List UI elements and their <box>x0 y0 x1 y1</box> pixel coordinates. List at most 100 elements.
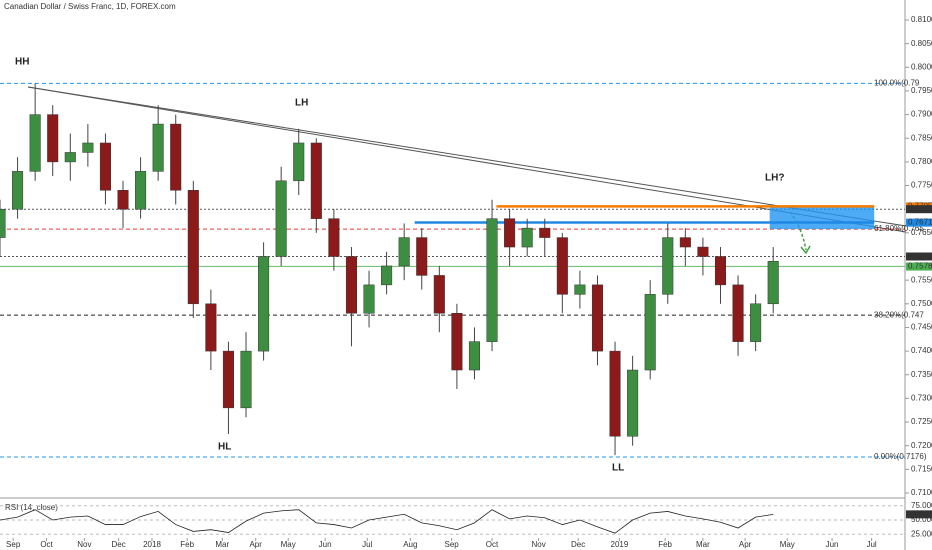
candle-body <box>258 256 270 352</box>
y-tick-label: 0.77500 <box>911 181 932 190</box>
x-tick-label: 2019 <box>611 540 629 549</box>
level-label: 61.80%(0.765 <box>874 224 924 233</box>
level-label: 0.00%(0.7176) <box>874 452 927 461</box>
candle-body <box>398 237 410 267</box>
price-tag <box>906 252 932 261</box>
candle-body <box>732 284 744 342</box>
y-tick-label: 0.71000 <box>911 488 932 497</box>
trendline <box>27 86 907 227</box>
candle-body <box>504 218 516 248</box>
candle-body <box>152 123 164 172</box>
candle-body <box>99 142 111 191</box>
candle-body <box>293 142 305 182</box>
candle-body <box>328 218 340 257</box>
candle-body <box>240 350 252 409</box>
y-tick-label: 0.72000 <box>911 441 932 450</box>
rsi-tag <box>906 510 932 519</box>
y-tick-label: 0.78500 <box>911 133 932 142</box>
x-tick-label: Jul <box>362 540 372 549</box>
candle-body <box>451 313 463 371</box>
annotation: LH <box>295 98 308 109</box>
candle-body <box>539 227 551 238</box>
zone-box <box>769 206 875 230</box>
y-tick-label: 0.78000 <box>911 157 932 166</box>
y-tick-label: 75.0000 <box>911 501 932 510</box>
x-tick-label: Feb <box>658 540 672 549</box>
price-tag <box>906 205 932 214</box>
candle-body <box>433 275 445 314</box>
candle-body <box>310 142 322 219</box>
candle-body <box>644 294 656 371</box>
candle-body <box>750 303 762 342</box>
candle-body <box>47 114 59 163</box>
candle-body <box>662 237 674 295</box>
candle-body <box>222 350 234 409</box>
y-tick-label: 0.75000 <box>911 299 932 308</box>
price-tag <box>906 218 932 227</box>
candle-body <box>714 256 727 286</box>
x-tick-label: Mar <box>696 540 710 549</box>
candle-body <box>609 350 621 437</box>
x-tick-label: Feb <box>180 540 194 549</box>
candle-body <box>556 237 568 295</box>
x-tick-label: Jul <box>866 540 876 549</box>
candle-body <box>468 341 480 371</box>
candle-body <box>170 123 182 191</box>
x-tick-label: May <box>780 540 795 549</box>
x-tick-label: Nov <box>77 540 91 549</box>
candle-body <box>697 246 709 257</box>
rsi-line <box>0 509 774 534</box>
y-tick-label: 0.76500 <box>911 228 932 237</box>
candle-body <box>627 369 639 437</box>
candle-body <box>135 171 147 210</box>
x-tick-label: Sep <box>445 540 460 549</box>
candle-body <box>416 237 428 276</box>
candle-body <box>679 237 691 248</box>
x-tick-label: May <box>281 540 296 549</box>
x-tick-label: Oct <box>40 540 53 549</box>
x-tick-label: Oct <box>486 540 499 549</box>
x-tick-label: Apr <box>739 540 752 549</box>
rsi-title: RSI (14, close) <box>5 503 58 512</box>
price-tag <box>906 262 932 271</box>
candle-body <box>275 180 287 257</box>
x-tick-label: Nov <box>531 540 545 549</box>
rsi-tag-label: 59.8774 <box>908 509 932 518</box>
y-tick-label: 0.75500 <box>911 275 932 284</box>
y-tick-label: 25.0000 <box>911 529 932 538</box>
level-label: 38.20%(0.747 <box>874 310 924 319</box>
x-tick-label: Sep <box>6 540 21 549</box>
candle-body <box>363 284 375 314</box>
y-tick-label: 0.79500 <box>911 86 932 95</box>
y-tick-label: 0.79000 <box>911 110 932 119</box>
candle-body <box>767 260 779 305</box>
annotation: LL <box>612 463 624 474</box>
x-tick-label: Dec <box>571 540 585 549</box>
candle-body <box>486 218 498 342</box>
y-tick-label: 0.73000 <box>911 394 932 403</box>
candle-body <box>381 265 393 286</box>
y-tick-label: 0.71500 <box>911 464 932 473</box>
y-tick-label: 0.72500 <box>911 417 932 426</box>
annotation: LH? <box>765 173 784 184</box>
y-tick-label: 0.81000 <box>911 15 932 24</box>
price-tag-label: 0.76716 <box>908 218 932 227</box>
candle-body <box>12 171 24 210</box>
candle-body <box>29 114 41 172</box>
trendline <box>27 86 907 233</box>
x-tick-label: Jun <box>826 540 839 549</box>
chart-title: Canadian Dollar / Swiss Franc, 1D, FOREX… <box>4 2 176 11</box>
x-tick-label: Dec <box>111 540 125 549</box>
candle-body <box>187 190 199 305</box>
y-tick-label: 50.0000 <box>911 515 932 524</box>
price-tag-label: 0.75787 <box>908 262 932 271</box>
x-tick-label: 2018 <box>143 540 161 549</box>
candle-body <box>574 284 586 295</box>
annotation: HH <box>15 57 29 68</box>
x-tick-label: Mar <box>215 540 229 549</box>
candle-body <box>521 227 533 248</box>
